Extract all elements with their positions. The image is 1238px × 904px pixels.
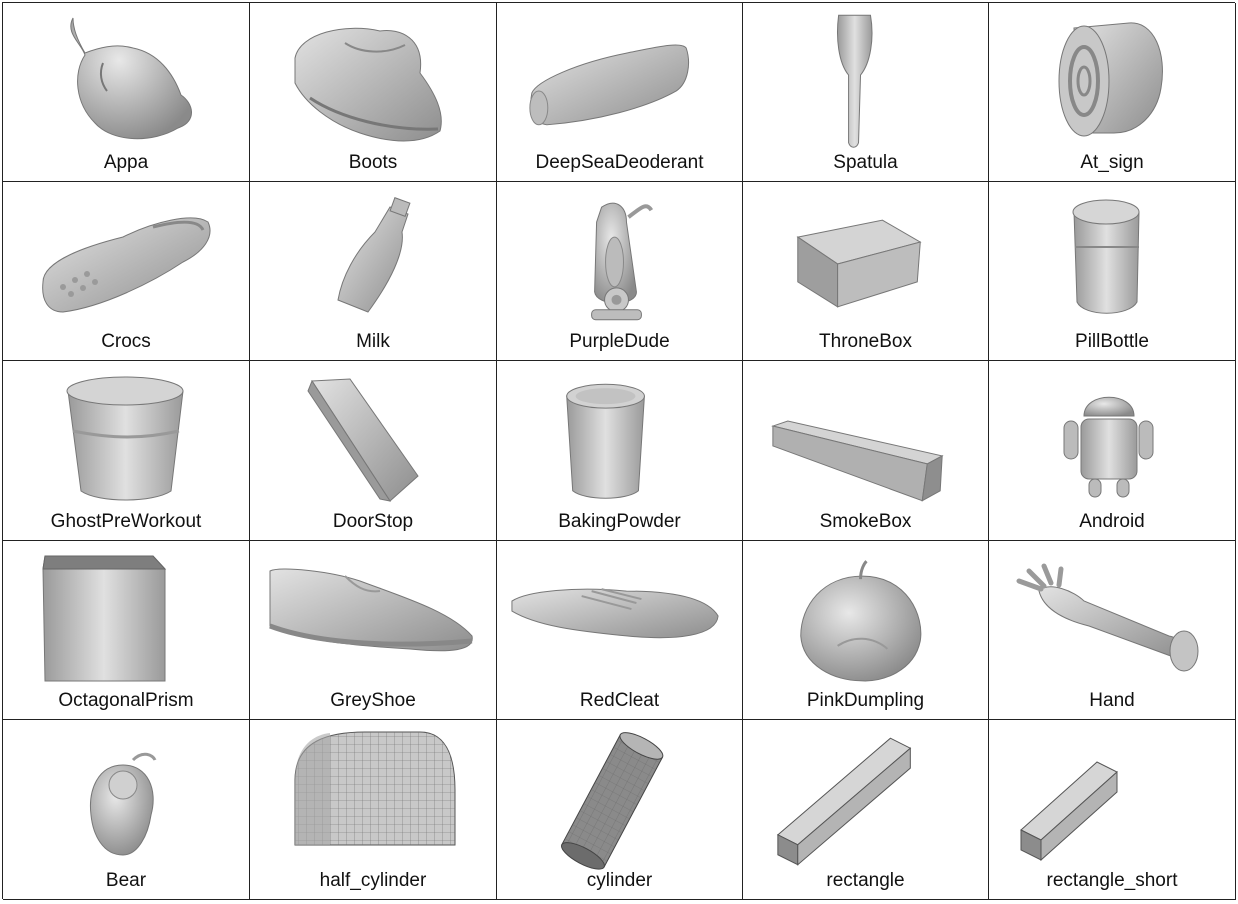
rectangle-model <box>776 737 912 866</box>
cell-redcleat: RedCleat <box>497 541 743 720</box>
crocs-model <box>42 217 211 313</box>
purpledude-model <box>591 202 654 321</box>
cell-spatula: Spatula <box>743 3 989 182</box>
cell-octagonalprism: OctagonalPrism <box>3 541 250 720</box>
cylinder-model <box>561 732 664 870</box>
rectangle-short-model <box>1020 761 1118 862</box>
object-label: GhostPreWorkout <box>50 511 202 532</box>
object-label: Android <box>1079 511 1145 532</box>
object-label: cylinder <box>586 870 653 891</box>
cell-greyshoe: GreyShoe <box>250 541 497 720</box>
cell-pillbottle: PillBottle <box>989 182 1236 361</box>
cell-hand: Hand <box>989 541 1236 720</box>
appa-model <box>70 17 192 140</box>
object-label: Appa <box>103 152 149 173</box>
object-label: BakingPowder <box>558 511 681 532</box>
object-label: Hand <box>1089 690 1135 711</box>
cell-rectangle: rectangle <box>743 720 989 900</box>
thronebox-model <box>796 219 922 308</box>
boots-model <box>294 27 442 142</box>
deepseadeoderant-model <box>529 44 689 126</box>
pinkdumpling-model <box>800 560 922 682</box>
object-label: Boots <box>348 152 398 173</box>
bakingpowder-model <box>566 383 645 499</box>
ghostpreworkout-model <box>66 376 184 501</box>
cell-crocs: Crocs <box>3 182 250 361</box>
greyshoe-model <box>269 568 473 652</box>
cell-thronebox: ThroneBox <box>743 182 989 361</box>
object-label: PurpleDude <box>569 331 670 352</box>
object-label: PinkDumpling <box>806 690 925 711</box>
cell-purpledude: PurpleDude <box>497 182 743 361</box>
spatula-model <box>837 14 873 148</box>
octagonalprism-model <box>42 555 167 682</box>
cell-milk: Milk <box>250 182 497 361</box>
cell-cylinder: cylinder <box>497 720 743 900</box>
cell-bakingpowder: BakingPowder <box>497 361 743 541</box>
cell-appa: Appa <box>3 3 250 182</box>
half-cylinder-model <box>294 731 456 846</box>
cell-deepseadeoderant: DeepSeaDeoderant <box>497 3 743 182</box>
object-label: GreyShoe <box>330 690 416 711</box>
object-label: Spatula <box>833 152 898 173</box>
cell-rectangle-short: rectangle_short <box>989 720 1236 900</box>
object-label: SmokeBox <box>819 511 912 532</box>
doorstop-model <box>307 378 419 502</box>
object-label: At_sign <box>1080 152 1144 173</box>
pillbottle-model <box>1072 199 1140 314</box>
cell-bear: Bear <box>3 720 250 900</box>
object-label: PillBottle <box>1075 331 1149 352</box>
object-label: rectangle_short <box>1046 870 1178 891</box>
cell-android: Android <box>989 361 1236 541</box>
cell-half-cylinder: half_cylinder <box>250 720 497 900</box>
at-sign-model <box>1058 22 1163 137</box>
hand-model <box>1016 563 1199 672</box>
cell-boots: Boots <box>250 3 497 182</box>
object-label: OctagonalPrism <box>58 690 194 711</box>
android-model <box>1063 396 1154 498</box>
object-label: Milk <box>356 331 390 352</box>
redcleat-model <box>511 588 719 639</box>
object-label: RedCleat <box>579 690 660 711</box>
cell-doorstop: DoorStop <box>250 361 497 541</box>
object-label: Bear <box>105 870 147 891</box>
object-label: DoorStop <box>332 511 414 532</box>
object-label: Crocs <box>101 331 151 352</box>
cell-smokebox: SmokeBox <box>743 361 989 541</box>
object-label: DeepSeaDeoderant <box>535 152 704 173</box>
cell-ghostpreworkout: GhostPreWorkout <box>3 361 250 541</box>
smokebox-model <box>771 420 944 502</box>
object-label: rectangle <box>826 870 905 891</box>
object-label: ThroneBox <box>819 331 912 352</box>
object-label: half_cylinder <box>319 870 427 891</box>
milk-model <box>337 197 411 313</box>
cell-at-sign: At_sign <box>989 3 1236 182</box>
cell-pinkdumpling: PinkDumpling <box>743 541 989 720</box>
bear-model <box>89 752 157 856</box>
